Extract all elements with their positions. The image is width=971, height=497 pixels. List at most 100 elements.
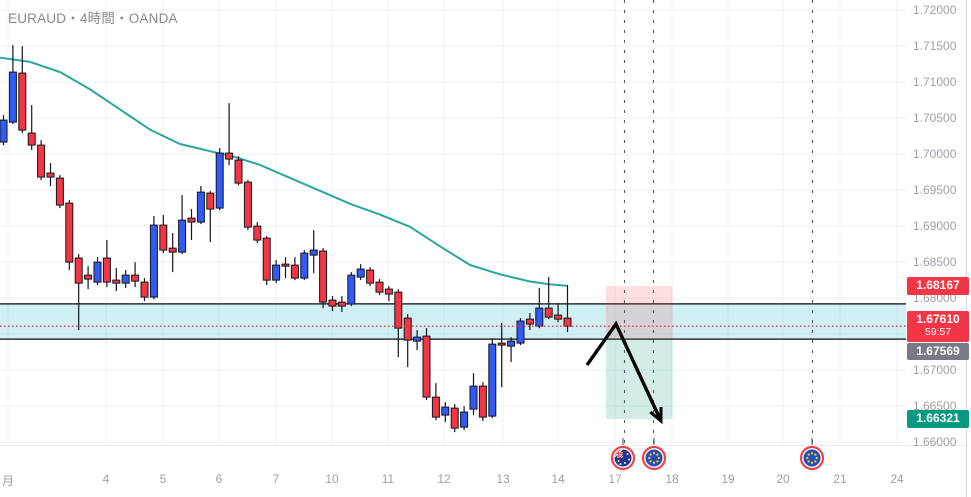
candle-body [525,318,534,325]
forecast-arrow-path [585,320,663,422]
time-axis[interactable]: 月 4 5 6 7 10 11 12 13 14 17 18 19 20 21 24 [0,445,971,497]
candle [187,209,196,241]
price-tick-label: 1.68500 [913,255,957,270]
candle-body [497,342,506,346]
candle-body [337,301,346,307]
candle-body [112,279,121,284]
candle-body [27,132,36,146]
candle-body [507,340,516,347]
price-tick-label: 1.71500 [913,39,957,54]
candle-body [215,152,224,209]
candle [93,257,102,286]
candle [178,195,187,255]
candle-body [478,385,487,418]
eu-flag-star [656,453,659,456]
candle-body [84,274,93,280]
candle-body [544,307,553,318]
time-tick-label: 12 [437,472,451,486]
candle-body [460,411,469,428]
candle [347,272,356,307]
eu-flag-star [810,461,814,464]
candle-body [356,268,365,278]
candle [290,257,299,281]
short-entry-zone-box[interactable] [606,286,673,340]
candle-body [37,144,46,178]
time-tick-label: 18 [665,472,679,486]
candle-body [319,250,328,303]
candle-body [159,224,168,251]
eu-flag-star [649,460,652,463]
candle [281,257,290,279]
candle-body [262,237,271,281]
candle [74,254,83,331]
candle-body [281,263,290,267]
candle-body [0,119,8,143]
price-axis[interactable]: 1.68167 1.67610 59:57 1.67569 1.66321 1.… [906,0,971,449]
time-tick-label: 5 [159,472,167,486]
candle [535,288,544,329]
supply-demand-band[interactable] [0,303,906,340]
candle [497,323,506,388]
candle [488,338,497,419]
candle-body [8,71,17,123]
eu-flag-star [814,460,817,463]
moving-average-line [0,56,569,287]
candle [65,200,74,271]
candle [206,191,215,243]
candle [441,402,450,423]
candle [225,103,234,166]
candle [544,277,553,320]
economic-event-australia-flag-icon[interactable] [610,438,636,471]
candle [272,260,281,284]
candle [253,222,262,244]
candle [356,264,365,281]
short-target-zone-box[interactable] [606,339,673,420]
flag-art [803,449,821,467]
time-tick-label: 月 [1,474,15,488]
candle-body [121,274,130,284]
band-fill [0,303,906,340]
candle-body [187,217,196,223]
eu-flag-star [807,460,810,463]
candle [300,250,309,281]
candle-body [55,177,64,206]
candle [507,337,516,363]
candle [337,296,346,313]
candle [84,266,93,290]
candle [159,215,168,254]
time-tick-label: 4 [102,472,110,486]
economic-event-eu-flag-icon[interactable] [641,438,667,471]
candle [121,270,130,289]
price-tag-current-value: 1.67610 [916,311,960,326]
price-tick-label: 1.69000 [913,219,957,234]
symbol-title: EURAUD・4時間・OANDA [8,11,178,26]
price-tag-target: 1.66321 [907,410,969,428]
forecast-arrow[interactable] [585,320,663,425]
candle-body [328,299,337,307]
candle [46,163,55,187]
candle-body [290,264,299,279]
price-tick-label: 1.69500 [913,183,957,198]
flag-art [614,449,632,467]
eu-flag-star [652,461,656,464]
au-flag-star [626,453,629,455]
eu-flag-star [649,453,652,456]
candle [27,105,36,151]
eu-flag-star [806,456,809,460]
candle [319,248,328,309]
candle-body [206,192,215,210]
candle-body [140,281,149,298]
eu-flag-star [814,453,817,456]
candle-body [366,269,375,284]
candle-body [469,385,478,410]
time-tick-label: 13 [496,472,510,486]
candle-body [516,320,525,344]
candle [18,46,27,134]
candle [234,156,243,186]
candle [168,233,177,273]
time-tick-label: 6 [215,472,223,486]
economic-event-eu-flag-icon[interactable] [799,438,825,471]
candle-body [102,257,111,283]
